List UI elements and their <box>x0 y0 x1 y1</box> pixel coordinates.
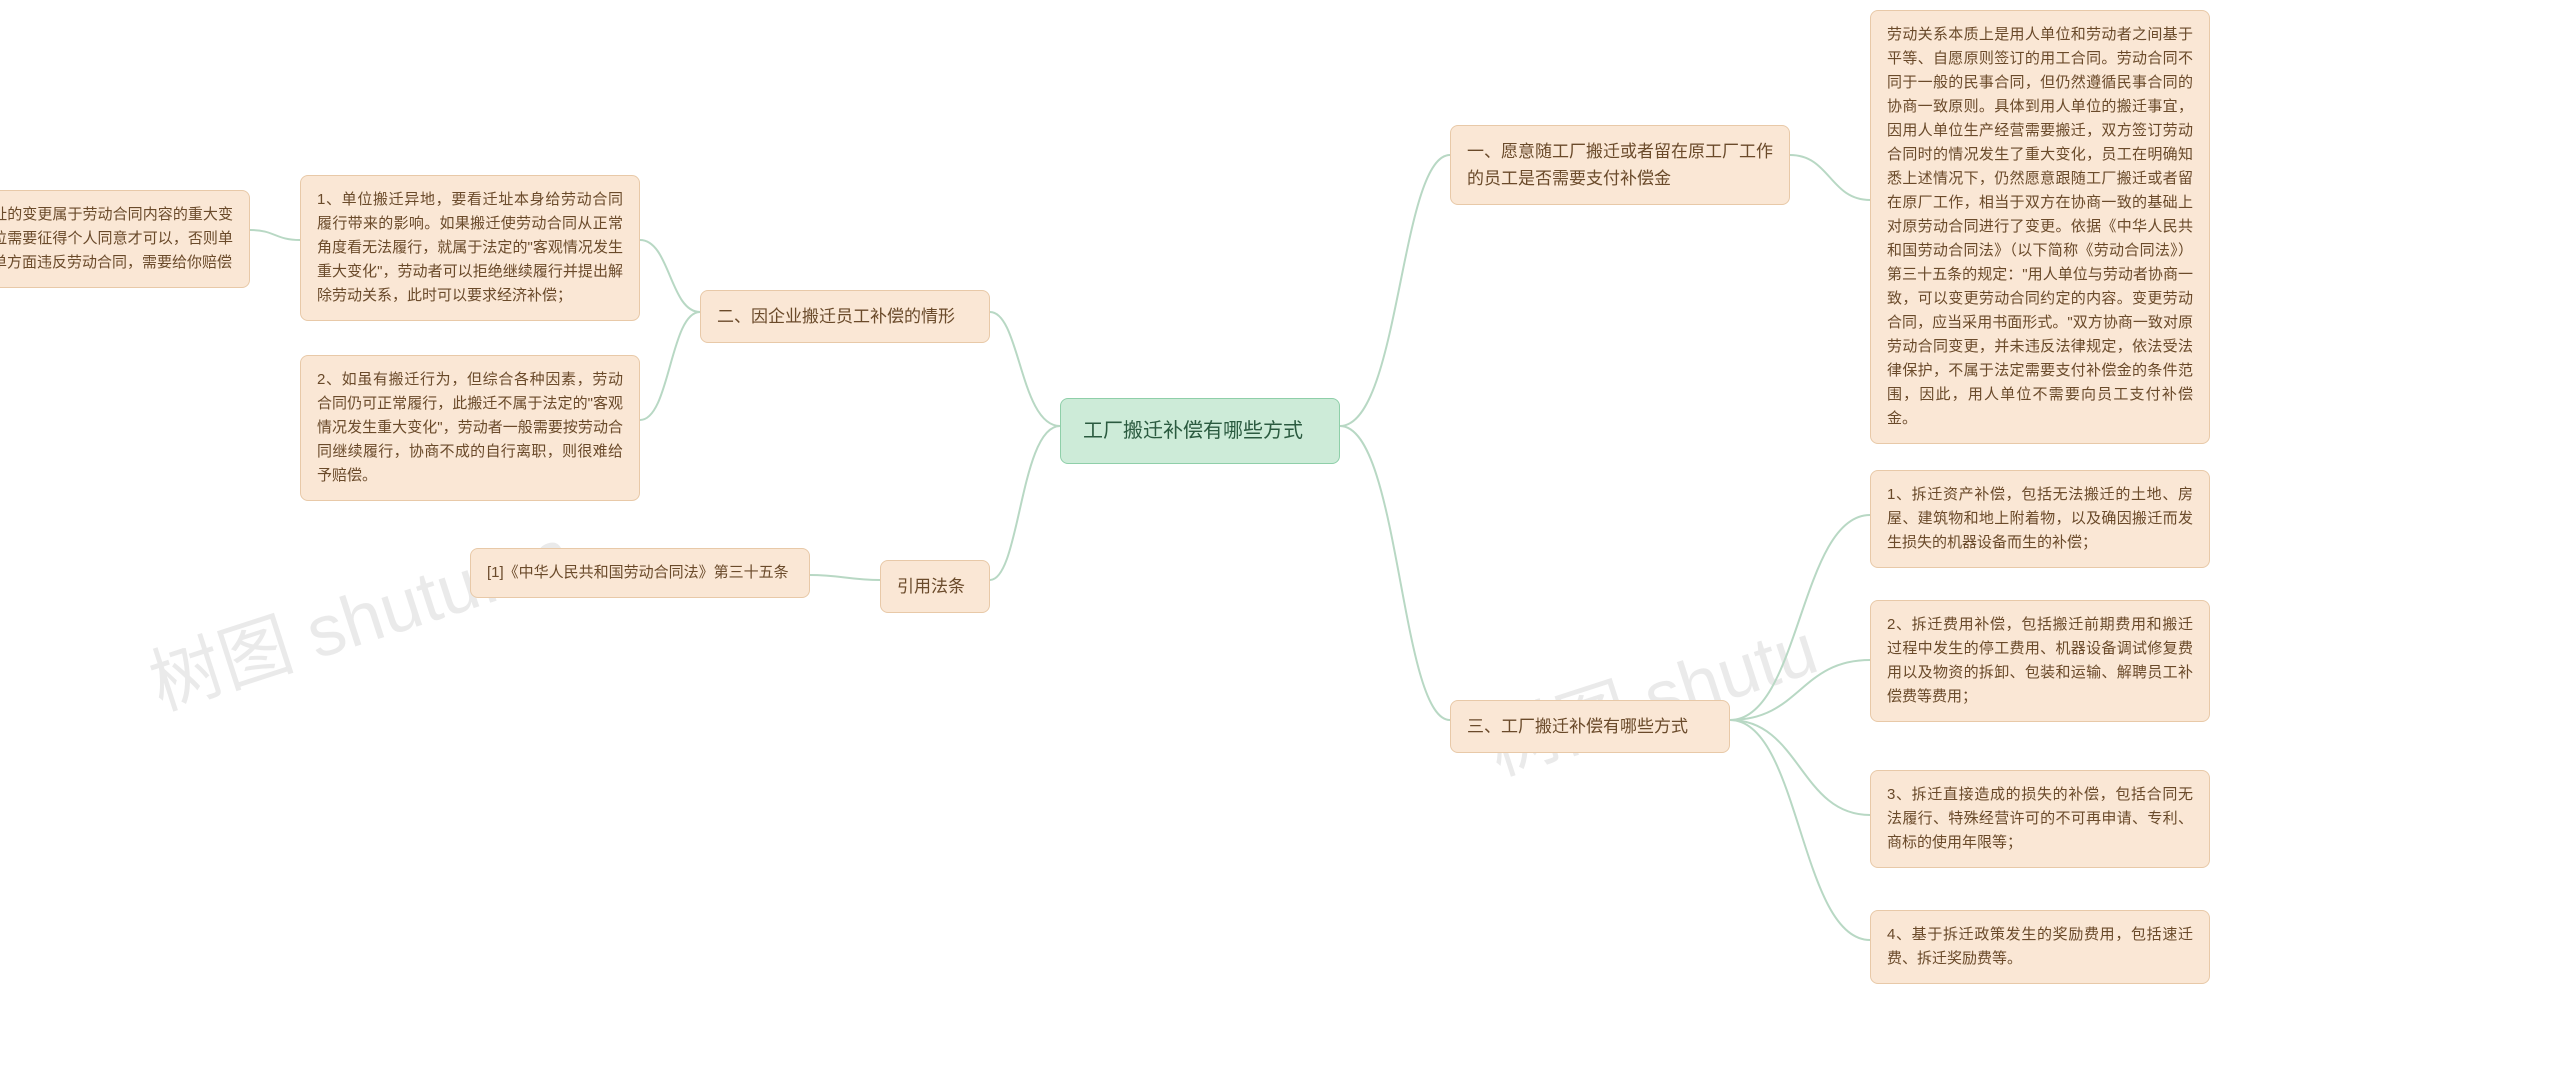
branch-lref[interactable]: 引用法条 <box>880 560 990 613</box>
leaf-r3b[interactable]: 2、拆迁费用补偿，包括搬迁前期费用和搬迁过程中发生的停工费用、机器设备调试修复费… <box>1870 600 2210 722</box>
leaf-r3c[interactable]: 3、拆迁直接造成的损失的补偿，包括合同无法履行、特殊经营许可的不可再申请、专利、… <box>1870 770 2210 868</box>
branch-l2[interactable]: 二、因企业搬迁员工补偿的情形 <box>700 290 990 343</box>
conn-l2-l2b <box>640 312 700 420</box>
leaf-l2a1[interactable]: 公司地址的变更属于劳动合同内容的重大变更，单位需要征得个人同意才可以，否则单位属… <box>0 190 250 288</box>
conn-lref-lref1 <box>810 575 880 580</box>
leaf-l2b[interactable]: 2、如虽有搬迁行为，但综合各种因素，劳动合同仍可正常履行，此搬迁不属于法定的"客… <box>300 355 640 501</box>
leaf-l2a[interactable]: 1、单位搬迁异地，要看迁址本身给劳动合同履行带来的影响。如果搬迁使劳动合同从正常… <box>300 175 640 321</box>
conn-root-l2 <box>990 312 1060 426</box>
conn-l2-l2a <box>640 240 700 312</box>
branch-r1[interactable]: 一、愿意随工厂搬迁或者留在原工厂工作的员工是否需要支付补偿金 <box>1450 125 1790 205</box>
leaf-lref1[interactable]: [1]《中华人民共和国劳动合同法》第三十五条 <box>470 548 810 598</box>
watermark-right: 树图 shutu <box>1472 590 1828 795</box>
conn-root-r3 <box>1340 426 1450 720</box>
watermark-left: 树图 shutu.cn <box>134 495 581 730</box>
conn-r3-r3c <box>1730 720 1870 815</box>
conn-l2a-l2a1 <box>250 230 300 240</box>
leaf-r3a[interactable]: 1、拆迁资产补偿，包括无法搬迁的土地、房屋、建筑物和地上附着物，以及确因搬迁而发… <box>1870 470 2210 568</box>
leaf-r3d[interactable]: 4、基于拆迁政策发生的奖励费用，包括速迁费、拆迁奖励费等。 <box>1870 910 2210 984</box>
branch-r3[interactable]: 三、工厂搬迁补偿有哪些方式 <box>1450 700 1730 753</box>
leaf-r1a[interactable]: 劳动关系本质上是用人单位和劳动者之间基于平等、自愿原则签订的用工合同。劳动合同不… <box>1870 10 2210 444</box>
conn-root-lref <box>990 426 1060 580</box>
conn-r3-r3a <box>1730 515 1870 720</box>
conn-r3-r3b <box>1730 660 1870 720</box>
root-node[interactable]: 工厂搬迁补偿有哪些方式 <box>1060 398 1340 464</box>
conn-root-r1 <box>1340 155 1450 426</box>
conn-r3-r3d <box>1730 720 1870 940</box>
conn-r1-r1a <box>1790 155 1870 200</box>
